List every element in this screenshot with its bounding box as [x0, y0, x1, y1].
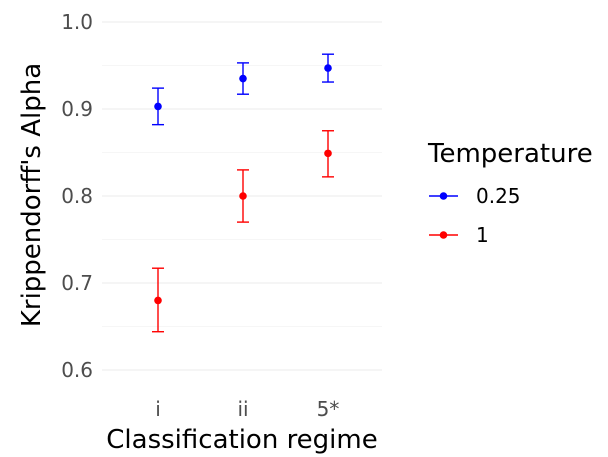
error-bar-point — [322, 53, 334, 83]
y-tick-label: 0.6 — [61, 358, 93, 382]
legend-key-point — [439, 192, 448, 200]
error-bar-point — [237, 169, 249, 223]
error-bar-point — [237, 62, 249, 95]
legend-key-point — [439, 231, 448, 239]
data-point — [324, 149, 332, 158]
legend-key — [429, 192, 458, 200]
error-bar-point — [152, 267, 164, 333]
legend-label: 0.25 — [476, 184, 521, 208]
y-tick-label: 0.9 — [61, 97, 93, 121]
data-point — [239, 74, 247, 83]
x-tick-label: i — [155, 397, 161, 421]
y-axis-title: Krippendorff's Alpha — [17, 63, 47, 327]
grid — [102, 21, 382, 371]
x-tick-labels: i ii 5* — [155, 397, 339, 421]
y-tick-label: 0.7 — [61, 271, 93, 295]
error-bar-point — [152, 87, 164, 126]
x-tick-label: 5* — [317, 397, 340, 421]
y-tick-labels: 0.6 0.7 0.8 0.9 1.0 — [61, 10, 93, 382]
legend-label: 1 — [476, 223, 489, 247]
data-point — [154, 296, 162, 305]
legend-title: Temperature — [427, 139, 593, 169]
data-point — [239, 192, 247, 200]
legend-key — [429, 231, 458, 239]
data-point — [324, 64, 332, 72]
error-bar-point — [322, 130, 334, 178]
data-point — [154, 102, 162, 111]
x-axis-title: Classification regime — [106, 425, 377, 455]
y-tick-label: 1.0 — [61, 10, 93, 34]
legend: Temperature 0.25 1 — [427, 139, 593, 247]
y-tick-label: 0.8 — [61, 184, 93, 208]
x-tick-label: ii — [237, 397, 248, 421]
data-marks — [152, 53, 334, 333]
